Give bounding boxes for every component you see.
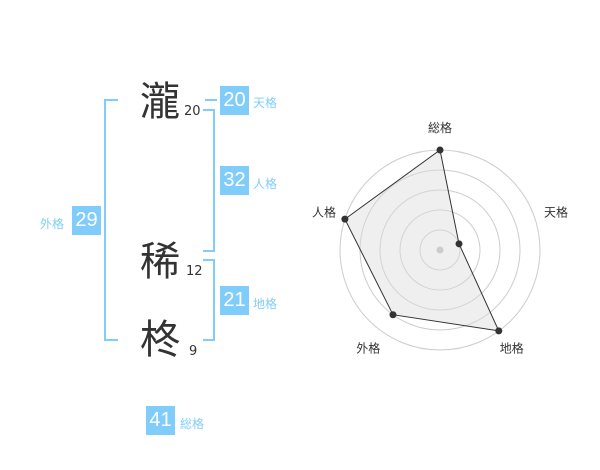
stroke-count-2: 12 — [186, 264, 203, 279]
radar-point — [389, 311, 397, 319]
radar-center — [436, 246, 444, 254]
jinkaku-value: 32 — [220, 166, 249, 195]
tenkaku-label: 天格 — [253, 96, 278, 110]
radar-axis-label: 人格 — [312, 204, 336, 219]
chikaku-bracket — [203, 259, 215, 341]
radar-ring — [379, 189, 501, 311]
radar-ring — [399, 209, 481, 291]
chikaku-value: 21 — [220, 286, 249, 315]
radar-point — [455, 240, 463, 248]
name-char-3: 柊 — [140, 317, 180, 363]
tenkaku-value: 20 — [220, 86, 249, 115]
jinkaku-label: 人格 — [253, 177, 278, 191]
radar-axis-label: 天格 — [544, 204, 568, 219]
radar-axis-label: 外格 — [356, 341, 380, 356]
name-char-2: 稀 — [140, 239, 180, 285]
gaikaku-bracket — [104, 99, 118, 341]
name-char-1: 瀧 — [140, 79, 180, 125]
radar-axis-label: 総格 — [428, 120, 452, 135]
radar-axis-label: 地格 — [500, 341, 524, 356]
stroke-count-1: 20 — [184, 104, 201, 119]
stroke-count-3: 9 — [189, 344, 198, 359]
soukaku-label: 総格 — [180, 417, 205, 431]
gaikaku-label: 外格 — [40, 217, 65, 231]
chikaku-label: 地格 — [253, 297, 278, 311]
radar-ring — [419, 229, 461, 271]
radar-area — [344, 149, 500, 332]
jinkaku-bracket — [203, 109, 215, 252]
soukaku-value: 41 — [146, 406, 175, 435]
radar-point — [436, 146, 444, 154]
tenkaku-connector — [205, 99, 217, 101]
gaikaku-value: 29 — [72, 206, 101, 235]
radar-point — [495, 327, 503, 335]
radar-point — [341, 215, 349, 223]
